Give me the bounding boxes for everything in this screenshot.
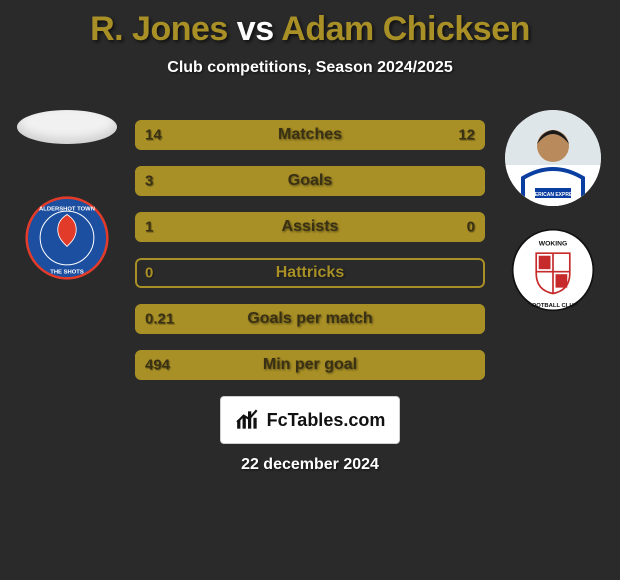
stat-row-assists: Assists10 [135, 212, 485, 242]
stat-row-min-per-goal: Min per goal494 [135, 350, 485, 380]
fctables-chart-icon [235, 407, 261, 433]
player2-avatar: AMERICAN EXPRESS [505, 110, 601, 206]
title-vs: vs [237, 10, 274, 48]
bar-left-fill [135, 120, 324, 150]
player-photo-icon: AMERICAN EXPRESS [505, 110, 601, 206]
footer-logo-text: FcTables.com [267, 410, 386, 431]
card-title: R. Jones vs Adam Chicksen [0, 0, 620, 49]
stat-row-goals-per-match: Goals per match0.21 [135, 304, 485, 334]
subtitle: Club competitions, Season 2024/2025 [0, 59, 620, 77]
content-row: ALDERSHOT TOWN THE SHOTS Matches1412 Goal… [0, 110, 620, 380]
footer-logo-box: FcTables.com [220, 396, 400, 444]
bar-left-fill [135, 166, 485, 196]
left-player-column: ALDERSHOT TOWN THE SHOTS [17, 110, 117, 280]
bar-left-fill [135, 304, 485, 334]
player1-avatar-placeholder [17, 110, 117, 144]
stat-bars: Matches1412 Goals3 Assists10 Hattricks0 Goal… [135, 120, 485, 380]
stat-row-hattricks: Hattricks0 [135, 258, 485, 288]
player1-name-title: R. Jones [90, 10, 228, 48]
comparison-card: R. Jones vs Adam Chicksen Club competiti… [0, 0, 620, 580]
svg-text:FOOTBALL CLUB: FOOTBALL CLUB [528, 303, 578, 309]
bar-left-fill [135, 350, 485, 380]
footer-date: 22 december 2024 [0, 456, 620, 474]
player2-name-title: Adam Chicksen [281, 10, 530, 48]
svg-text:WOKING: WOKING [539, 241, 567, 248]
bar-track [135, 258, 485, 288]
bar-right-fill [408, 212, 485, 242]
player2-club-badge: WOKING FOOTBALL CLUB [511, 228, 595, 312]
svg-text:ALDERSHOT TOWN: ALDERSHOT TOWN [39, 206, 95, 212]
bar-right-fill [324, 120, 485, 150]
stat-row-matches: Matches1412 [135, 120, 485, 150]
stat-row-goals: Goals3 [135, 166, 485, 196]
svg-text:THE SHOTS: THE SHOTS [50, 269, 84, 275]
svg-text:AMERICAN EXPRESS: AMERICAN EXPRESS [527, 192, 580, 198]
woking-badge-icon: WOKING FOOTBALL CLUB [511, 228, 595, 312]
aldershot-badge-icon: ALDERSHOT TOWN THE SHOTS [25, 196, 109, 280]
bar-left-fill [135, 212, 408, 242]
player1-club-badge: ALDERSHOT TOWN THE SHOTS [25, 196, 109, 280]
right-player-column: AMERICAN EXPRESS WOKING FOOTBALL CLUB [503, 110, 603, 312]
